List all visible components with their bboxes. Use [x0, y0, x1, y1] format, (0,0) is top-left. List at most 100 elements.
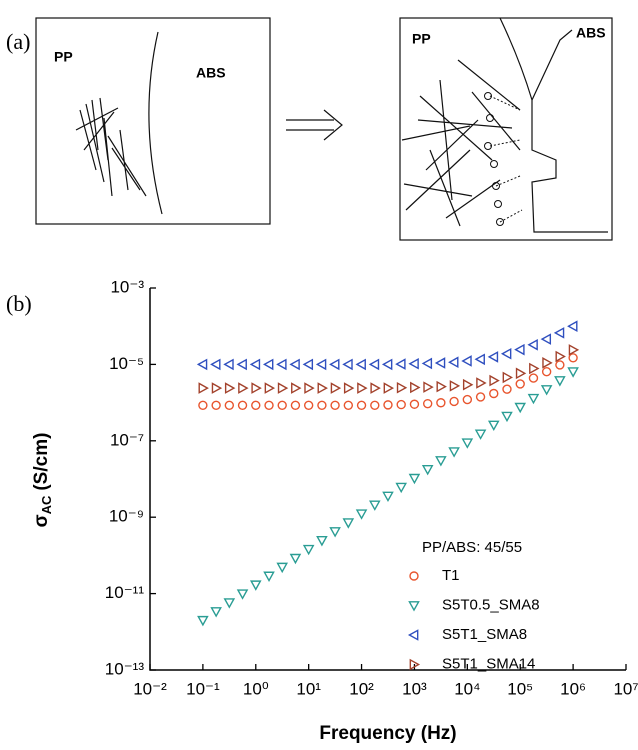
- x-tick-label: 10⁷: [613, 679, 638, 698]
- data-point: [567, 367, 579, 378]
- data-point: [330, 400, 340, 410]
- data-point: [276, 358, 287, 371]
- axis-line: [149, 288, 626, 671]
- phase-label: PP: [54, 49, 73, 65]
- data-point: [448, 356, 459, 369]
- legend-marker: [409, 571, 419, 581]
- data-point: [487, 420, 500, 431]
- data-point: [342, 518, 355, 529]
- y-tick-label: 10⁻⁵: [109, 354, 144, 373]
- x-tick-label: 10⁻²: [133, 679, 167, 698]
- data-point: [423, 381, 434, 393]
- data-point: [276, 562, 288, 574]
- data-point: [355, 358, 366, 371]
- data-point: [567, 320, 578, 332]
- data-point: [237, 400, 248, 410]
- data-point: [462, 378, 474, 391]
- data-point: [527, 393, 540, 405]
- data-point: [489, 374, 500, 387]
- data-point: [529, 362, 540, 375]
- data-point: [277, 400, 287, 410]
- data-point: [421, 357, 433, 370]
- data-point: [277, 382, 289, 394]
- y-axis-subscript: AC: [39, 495, 54, 514]
- data-point: [461, 355, 472, 367]
- data-point: [370, 400, 380, 410]
- data-point: [289, 358, 300, 371]
- x-axis-label: Frequency (Hz): [319, 723, 456, 744]
- data-point: [315, 358, 327, 371]
- y-tick-label: 10⁻¹³: [105, 659, 145, 678]
- data-point: [370, 382, 381, 394]
- data-point: [329, 358, 340, 371]
- data-point: [396, 399, 406, 410]
- data-point: [291, 382, 302, 394]
- data-point: [554, 376, 566, 387]
- y-axis-unit: (S/cm): [31, 433, 52, 491]
- data-point: [568, 344, 580, 356]
- data-point: [448, 447, 460, 458]
- data-point: [302, 544, 315, 556]
- data-point: [527, 339, 538, 351]
- data-point: [436, 398, 446, 408]
- data-point: [421, 464, 434, 476]
- data-point: [489, 388, 499, 399]
- y-tick-label: 10⁻³: [110, 277, 144, 296]
- legend-title: PP/ABS: 45/55: [422, 539, 522, 556]
- data-point: [290, 400, 301, 410]
- data-point: [264, 400, 274, 410]
- data-point: [224, 382, 236, 394]
- legend-label: S5T1_SMA14: [442, 655, 535, 672]
- phase-label: PP: [412, 31, 431, 47]
- data-point: [224, 400, 235, 410]
- data-point: [395, 358, 406, 370]
- data-point: [355, 509, 368, 520]
- data-point: [409, 399, 420, 409]
- data-point: [501, 411, 513, 423]
- data-point: [342, 358, 353, 371]
- legend-marker: [409, 658, 421, 671]
- x-tick-label: 10⁵: [507, 679, 533, 698]
- data-point: [236, 358, 247, 371]
- data-point: [541, 367, 552, 377]
- data-point: [502, 384, 512, 394]
- data-point: [210, 358, 221, 371]
- data-point: [357, 382, 368, 394]
- data-point: [249, 358, 261, 371]
- data-point: [223, 358, 234, 371]
- data-point: [304, 382, 315, 394]
- data-point: [343, 382, 355, 394]
- data-point: [568, 353, 578, 363]
- data-point: [329, 527, 341, 538]
- data-point: [236, 589, 249, 600]
- data-point: [475, 392, 486, 402]
- data-point: [251, 382, 262, 394]
- data-point: [211, 400, 221, 410]
- data-point: [515, 379, 525, 389]
- data-point: [540, 385, 553, 396]
- data-point: [302, 358, 314, 371]
- data-point: [262, 358, 274, 371]
- data-point: [263, 571, 275, 582]
- panel-label: (b): [6, 291, 32, 316]
- data-point: [196, 358, 208, 371]
- x-tick-label: 10⁴: [454, 679, 480, 698]
- data-point: [210, 607, 222, 618]
- legend-marker: [407, 629, 419, 641]
- data-point: [461, 438, 474, 449]
- data-point: [462, 394, 473, 405]
- x-tick-label: 10³: [402, 679, 427, 698]
- data-point: [474, 353, 485, 366]
- arrow: [286, 109, 343, 141]
- data-point: [555, 360, 565, 370]
- data-point: [487, 351, 499, 363]
- schematic-right: [399, 17, 613, 241]
- y-axis-symbol: σ: [31, 514, 52, 527]
- data-point: [435, 456, 447, 467]
- data-point: [356, 400, 367, 410]
- data-point: [343, 400, 354, 410]
- data-point: [289, 553, 302, 565]
- phase-label: ABS: [576, 25, 606, 41]
- data-point: [381, 358, 393, 371]
